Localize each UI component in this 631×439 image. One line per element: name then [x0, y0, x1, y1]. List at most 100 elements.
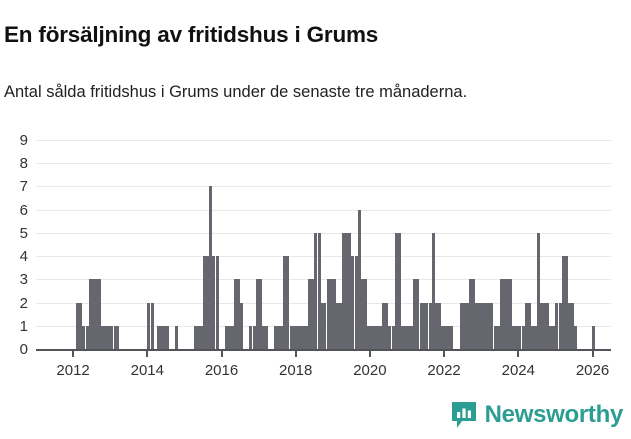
- bar: [258, 279, 262, 349]
- x-axis-tick-label: 2020: [353, 362, 387, 379]
- bar: [227, 325, 231, 349]
- x-axis-tick-mark: [591, 351, 594, 357]
- bar: [234, 279, 238, 349]
- bar: [301, 325, 305, 349]
- chart-subtitle: Antal sålda fritidshus i Grums under de …: [4, 82, 468, 101]
- bar: [326, 279, 330, 349]
- gridline: [36, 209, 611, 211]
- bar: [261, 325, 265, 349]
- bar: [555, 302, 559, 349]
- bar: [481, 302, 485, 349]
- bar: [431, 232, 435, 349]
- bar: [339, 302, 343, 349]
- bar: [369, 325, 373, 349]
- bar: [570, 302, 574, 349]
- bar: [113, 325, 117, 349]
- bar: [567, 302, 571, 349]
- gridline: [36, 256, 611, 258]
- x-axis-tick-label: 2014: [130, 362, 164, 379]
- bar: [490, 302, 494, 349]
- bar: [264, 325, 268, 349]
- bar: [107, 325, 111, 349]
- bar: [320, 302, 324, 349]
- bar: [549, 325, 553, 349]
- bar: [499, 279, 503, 349]
- x-axis-tick-mark: [517, 351, 520, 357]
- bar: [100, 325, 104, 349]
- bar: [376, 325, 380, 349]
- bar: [413, 279, 417, 349]
- y-axis-tick-label: 1: [19, 317, 28, 335]
- bar-chart-speech-bubble-icon: [451, 401, 477, 429]
- bar: [147, 302, 151, 349]
- bar: [332, 279, 336, 349]
- x-axis-tick-label: 2026: [575, 362, 610, 379]
- bar: [193, 325, 197, 349]
- bar: [209, 186, 213, 349]
- bar: [425, 302, 429, 349]
- bar: [503, 279, 507, 349]
- chart-plot-area: 0 1 2 3 4 5 6 7 8 9 2012 2014 2016 2018 2020 2022 2024 2…: [19, 133, 611, 379]
- bar: [345, 232, 349, 349]
- bar: [444, 325, 448, 349]
- bar: [428, 302, 432, 349]
- bar: [357, 209, 361, 349]
- y-axis-tick-label: 2: [19, 294, 28, 312]
- bar: [512, 325, 516, 349]
- bar: [199, 325, 203, 349]
- bar: [202, 256, 206, 349]
- bar: [230, 325, 234, 349]
- bar: [403, 325, 407, 349]
- bar: [441, 325, 445, 349]
- y-axis-tick-label: 3: [19, 271, 28, 289]
- bar: [434, 302, 438, 349]
- bar: [527, 302, 531, 349]
- bar: [323, 302, 327, 349]
- bar: [240, 302, 244, 349]
- bar: [493, 325, 497, 349]
- bar: [255, 279, 259, 349]
- bar: [506, 279, 510, 349]
- bar: [468, 279, 472, 349]
- bar: [104, 325, 108, 349]
- bar: [406, 325, 410, 349]
- bar: [206, 256, 210, 349]
- x-axis-tick-label: 2024: [501, 362, 535, 379]
- bar: [348, 232, 352, 349]
- bar: [515, 325, 519, 349]
- bar: [530, 325, 534, 349]
- bar: [283, 256, 287, 349]
- bar: [116, 325, 120, 349]
- bar: [342, 232, 346, 349]
- x-axis-tick-label: 2016: [204, 362, 239, 379]
- bar: [237, 279, 241, 349]
- bar: [336, 302, 340, 349]
- bar: [416, 279, 420, 349]
- bar: [401, 325, 405, 349]
- x-axis-tick-mark: [368, 351, 371, 357]
- bar: [196, 325, 200, 349]
- brand-name: Newsworthy: [484, 401, 624, 428]
- bar: [159, 325, 163, 349]
- bar: [552, 325, 556, 349]
- bar: [85, 325, 89, 349]
- bar: [215, 256, 219, 349]
- y-axis-tick-label: 7: [19, 178, 28, 196]
- x-axis-baseline: [36, 349, 611, 351]
- bar: [317, 232, 321, 349]
- bar: [110, 325, 114, 349]
- bar: [97, 279, 101, 349]
- gridline: [36, 163, 611, 165]
- bar: [422, 302, 426, 349]
- bar: [308, 279, 312, 349]
- bar: [447, 325, 451, 349]
- bar: [546, 302, 550, 349]
- bar: [249, 325, 253, 349]
- bar: [252, 325, 256, 349]
- bar: [518, 325, 522, 349]
- x-axis-tick-label: 2012: [56, 362, 90, 379]
- x-axis-tick-mark: [220, 351, 223, 357]
- bar: [156, 325, 160, 349]
- bar: [475, 302, 479, 349]
- bar: [165, 325, 169, 349]
